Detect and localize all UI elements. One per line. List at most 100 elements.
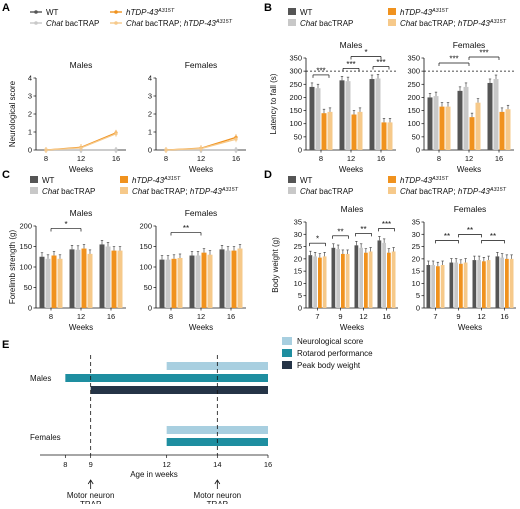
- y-tick-label: 4: [28, 74, 32, 83]
- bar-chat: [195, 255, 201, 308]
- bar-chat_hTDP: [463, 262, 468, 308]
- legend-label-part: WT: [300, 176, 313, 185]
- x-tick-label: 7: [315, 312, 319, 321]
- y-tick-label: 200: [139, 222, 152, 231]
- y-axis-label-B: Latency to fall (s): [269, 73, 278, 134]
- marker-label: Motor neuron: [194, 491, 242, 500]
- legend-label: Chat bacTRAP: [42, 187, 95, 196]
- y-tick-label: 350: [407, 54, 420, 63]
- bar-chat_hTDP: [322, 256, 327, 308]
- x-tick-label: 16: [500, 312, 508, 321]
- x-tick-label: 16: [112, 154, 120, 163]
- legend-label-part: Chat: [300, 19, 318, 28]
- legend-swatch: [288, 176, 296, 183]
- timeline-bar-neuro_bar: [166, 426, 268, 434]
- bar-hTDP: [51, 255, 57, 308]
- significance-stars: **: [360, 225, 366, 234]
- x-axis-label: Weeks: [69, 165, 93, 174]
- x-tick-label: 12: [197, 312, 205, 321]
- y-tick-label: 10: [294, 279, 302, 288]
- legend-label-part: WT: [42, 176, 55, 185]
- bar-hTDP: [231, 250, 237, 308]
- group-label: Males: [30, 374, 51, 383]
- x-tick-label: 12: [477, 312, 485, 321]
- significance-stars: ***: [382, 220, 391, 229]
- bar-wt: [339, 80, 345, 150]
- legend-label-part: Chat: [132, 187, 150, 196]
- y-tick-label: 0: [298, 304, 302, 313]
- x-tick-label: 9: [456, 312, 460, 321]
- bar-chat_hTDP: [387, 122, 393, 150]
- legend-label-part: Chat: [42, 187, 60, 196]
- data-point-chat_hTDP: [199, 146, 203, 151]
- y-tick-label: 4: [148, 74, 152, 83]
- legend-marker: [34, 10, 38, 14]
- bar-hTDP: [482, 261, 486, 308]
- group-label: Females: [30, 433, 61, 442]
- bar-wt: [331, 247, 336, 308]
- bar-wt: [449, 262, 454, 308]
- x-tick-label: 8: [63, 460, 67, 469]
- y-tick-label: 0: [416, 304, 420, 313]
- y-tick-label: 300: [407, 67, 420, 76]
- subplot-C-males: Males 0 50 100 150 200 8 12 16 Weeks *: [19, 208, 126, 332]
- bar-chat_hTDP: [368, 251, 373, 308]
- significance-stars: ***: [449, 55, 458, 64]
- legend-label-part: bacTRAP: [317, 187, 353, 196]
- bar-hTDP: [81, 248, 87, 308]
- legend-swatch: [288, 187, 296, 194]
- legend-label: WT: [46, 8, 59, 17]
- y-tick-label: 35: [412, 218, 420, 227]
- x-tick-label: 8: [437, 154, 441, 163]
- legend-swatch: [282, 349, 292, 357]
- x-axis-label: Weeks: [69, 323, 93, 332]
- bar-chat_hTDP: [237, 248, 243, 308]
- y-tick-label: 200: [407, 93, 420, 102]
- y-tick-label: 10: [412, 279, 420, 288]
- bar-wt: [99, 244, 105, 308]
- x-tick-label: 12: [465, 154, 473, 163]
- legend-swatch: [120, 176, 128, 183]
- x-tick-label: 8: [49, 312, 53, 321]
- y-tick-label: 15: [294, 267, 302, 276]
- bar-hTDP: [351, 114, 357, 150]
- y-tick-label: 5: [298, 291, 302, 300]
- legend-label: Chat bacTRAP: [300, 187, 353, 196]
- legend-label-sup: A315T: [157, 8, 175, 14]
- bar-chat_hTDP: [345, 253, 350, 308]
- legend-label-part: hTDP-43: [182, 19, 217, 28]
- bar-hTDP: [171, 258, 177, 308]
- legend-label-part: Chat: [300, 187, 318, 196]
- bar-hTDP: [505, 258, 509, 308]
- legend-label-part: hTDP-43: [456, 19, 491, 28]
- y-tick-label: 20: [294, 254, 302, 263]
- legend-label: hTDP-43A315T: [132, 176, 181, 185]
- data-point-chat_hTDP: [234, 137, 238, 141]
- legend-label-part: Chat: [126, 19, 144, 28]
- y-tick-label: 25: [294, 242, 302, 251]
- significance-stars: **: [183, 224, 189, 233]
- bar-chat_hTDP: [391, 251, 396, 308]
- y-tick-label: 1: [28, 128, 32, 137]
- x-tick-label: 16: [227, 312, 235, 321]
- significance-stars: *: [64, 220, 67, 229]
- y-tick-label: 50: [24, 283, 32, 292]
- legend-label-part: bacTRAP;: [149, 187, 188, 196]
- legend-label: hTDP-43A315T: [400, 176, 449, 185]
- bar-hTDP: [201, 252, 207, 308]
- legend-label: Chat bacTRAP; hTDP-43A315T: [132, 187, 239, 196]
- y-tick-label: 0: [148, 304, 152, 313]
- legend-label-part: bacTRAP;: [417, 187, 456, 196]
- x-tick-label: 12: [77, 312, 85, 321]
- y-tick-label: 0: [28, 304, 32, 313]
- marker-label: Motor neuron: [67, 491, 115, 500]
- bar-wt: [189, 255, 195, 308]
- legend-swatch: [30, 187, 38, 194]
- subplot-D-females: Females 0 5 10 15 20 25 30 35 7 9 12 16 Weeks ** ** **: [412, 204, 516, 332]
- legend-label-part: bacTRAP: [59, 187, 95, 196]
- bar-chat_hTDP: [327, 111, 333, 150]
- y-axis-label-D: Body weight (g): [271, 237, 280, 293]
